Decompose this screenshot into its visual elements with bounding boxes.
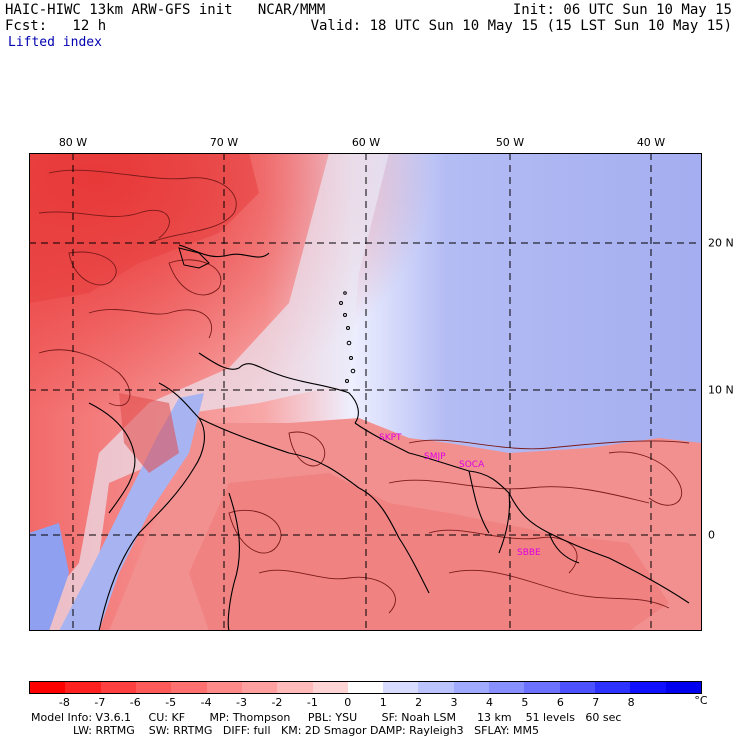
colorbar-swatch [418, 682, 454, 693]
colorbar [29, 681, 702, 694]
colorbar-tick-label: 1 [379, 696, 387, 709]
colorbar-tick-label: -1 [306, 696, 318, 709]
colorbar-tick-label: 8 [627, 696, 635, 709]
header-init-time: Init: 06 UTC Sun 10 May 15 [512, 2, 732, 18]
colorbar-tick-label: 4 [485, 696, 493, 709]
colorbar-swatch [277, 682, 313, 693]
lesser-antilles [178, 247, 356, 383]
lon-label-50w: 50 W [495, 136, 525, 149]
colorbar-tick-label: -2 [271, 696, 283, 709]
map-frame [29, 153, 702, 631]
field-title: Lifted index [8, 35, 102, 50]
colorbar-swatch [30, 682, 66, 693]
station-labels: SKPT SMJP SOCA SBBE [379, 433, 541, 558]
colorbar-tick-label: -6 [129, 696, 141, 709]
colorbar-tick-label: 3 [450, 696, 458, 709]
colorbar-unit: °C [694, 694, 708, 707]
colorbar-tick-label: 5 [521, 696, 529, 709]
lon-label-70w: 70 W [209, 136, 239, 149]
colorbar-tick-label: -7 [94, 696, 106, 709]
colorbar-swatch [312, 682, 348, 693]
field-land-warmer [189, 473, 669, 631]
header-model-title: HAIC-HIWC 13km ARW-GFS init NCAR/MMM [5, 2, 326, 18]
footer-physics-info: LW: RRTMG SW: RRTMG DIFF: full KM: 2D Sm… [31, 724, 539, 737]
colorbar-swatch [559, 682, 595, 693]
colorbar-tick-label: -8 [58, 696, 70, 709]
field-pacific-cool [29, 523, 69, 631]
station-label-soca: SOCA [459, 460, 485, 470]
station-label-sbbe: SBBE [517, 548, 541, 558]
colorbar-swatch [100, 682, 136, 693]
coastlines [88, 244, 690, 631]
colorbar-swatch [595, 682, 631, 693]
colorbar-tick-label: 7 [592, 696, 600, 709]
colorbar-swatch [630, 682, 666, 693]
colorbar-tick-label: 6 [556, 696, 564, 709]
colorbar-swatch [524, 682, 560, 693]
station-label-smjp: SMJP [424, 452, 446, 462]
lat-label-10n: 10 N [708, 383, 734, 397]
station-label-skpt: SKPT [379, 433, 402, 443]
colorbar-swatch [453, 682, 490, 693]
colorbar-swatch [489, 682, 525, 693]
colorbar-swatch [383, 682, 419, 693]
colorbar-swatch [171, 682, 207, 693]
colorbar-tick-label: 2 [415, 696, 423, 709]
colorbar-tick-label: 0 [344, 696, 352, 709]
colorbar-swatch [241, 682, 278, 693]
header-valid-time: Valid: 18 UTC Sun 10 May 15 (15 LST Sun … [310, 18, 732, 34]
colorbar-tick-label: -5 [165, 696, 177, 709]
field-caribbean-red [29, 153, 259, 303]
lon-label-80w: 80 W [58, 136, 88, 149]
lifted-index-map: SKPT SMJP SOCA SBBE [29, 153, 702, 631]
contour-lines [38, 169, 690, 614]
colorbar-swatch [135, 682, 172, 693]
lon-label-60w: 60 W [351, 136, 381, 149]
graticule [29, 153, 702, 631]
colorbar-tick-label: -3 [236, 696, 247, 709]
footer-model-info: Model Info: V3.6.1 CU: KF MP: Thompson P… [31, 711, 622, 724]
header-forecast-hour: Fcst: 12 h [5, 18, 107, 34]
lat-label-20n: 20 N [708, 236, 734, 250]
lat-label-0: 0 [708, 528, 715, 542]
field-neutral-band [29, 153, 389, 631]
lon-label-40w: 40 W [636, 136, 666, 149]
colorbar-swatch [65, 682, 101, 693]
colorbar-swatch [206, 682, 242, 693]
colorbar-swatch [665, 682, 701, 693]
map-canvas: SKPT SMJP SOCA SBBE [29, 153, 702, 631]
colorbar-swatch [347, 682, 384, 693]
colorbar-tick-label: -4 [200, 696, 212, 709]
